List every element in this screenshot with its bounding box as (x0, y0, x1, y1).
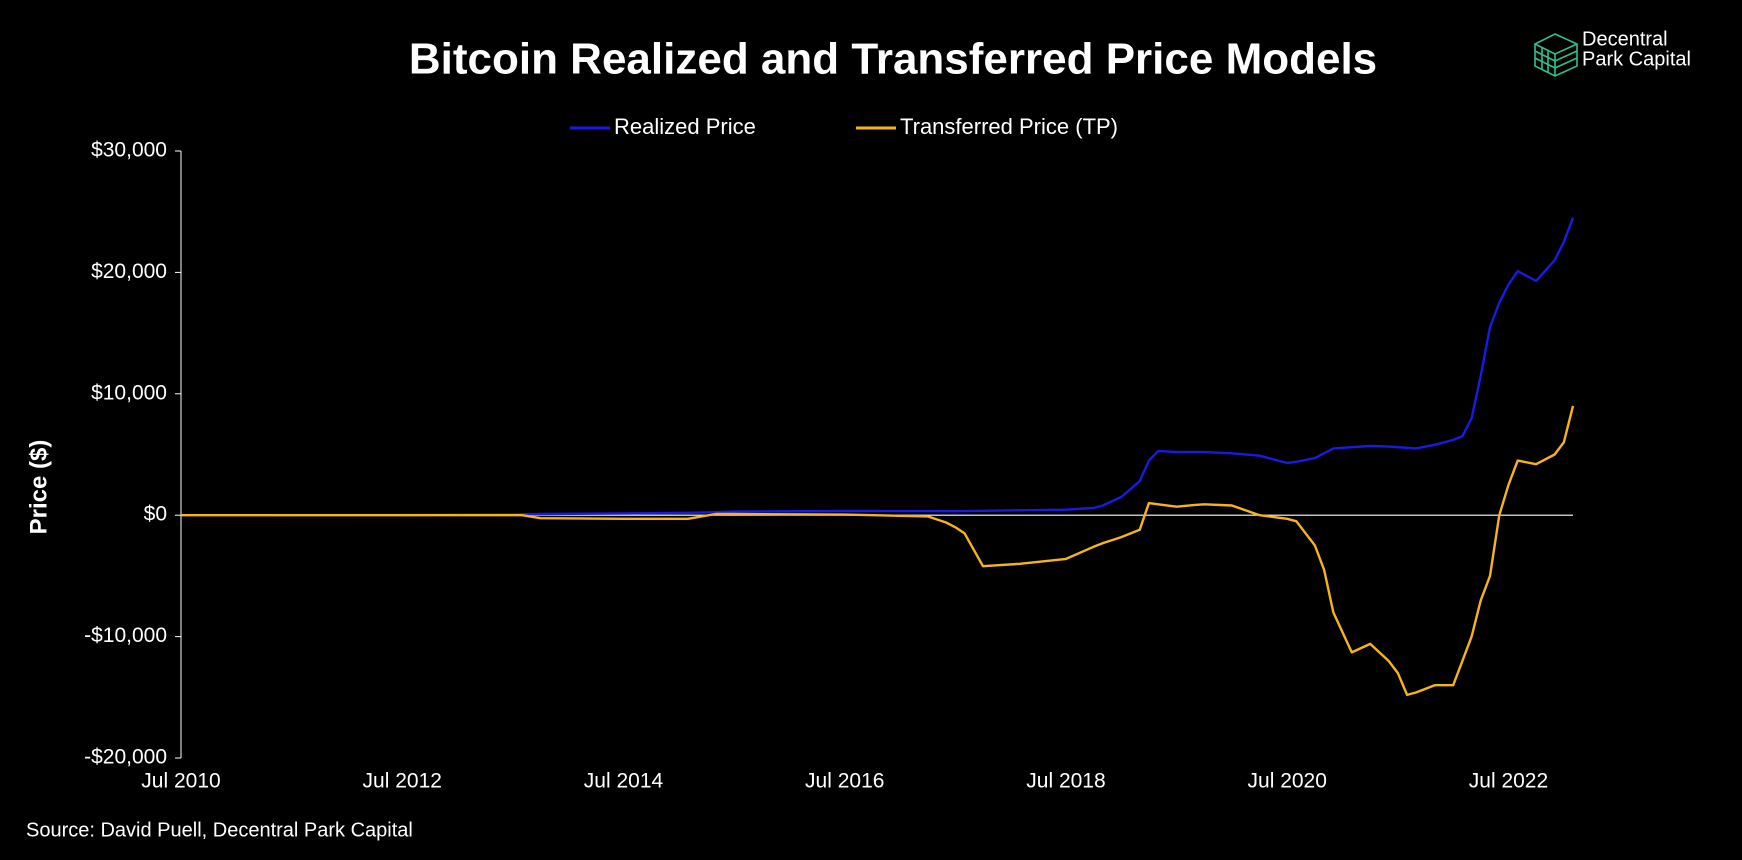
x-tick-label: Jul 2018 (1026, 770, 1105, 793)
y-tick-label: $20,000 (91, 260, 167, 283)
x-tick-label: Jul 2022 (1469, 770, 1548, 793)
series-line (180, 217, 1575, 517)
x-tick-label: Jul 2020 (1248, 770, 1327, 793)
logo-icon (1534, 33, 1578, 77)
x-tick-label: Jul 2016 (805, 770, 884, 793)
legend-label: Realized Price (614, 114, 756, 139)
legend-label: Transferred Price (TP) (900, 114, 1118, 139)
y-tick-label: $0 (144, 503, 167, 526)
y-axis-label: Price ($) (25, 440, 52, 535)
chart-title: Bitcoin Realized and Transferred Price M… (409, 35, 1377, 84)
x-tick-label: Jul 2014 (584, 770, 664, 793)
source-note: Source: David Puell, Decentral Park Capi… (26, 819, 413, 841)
y-tick-label: $10,000 (91, 381, 167, 404)
series-line (181, 405, 1575, 697)
brand-name: Park Capital (1582, 48, 1691, 70)
y-tick-label: $30,000 (91, 139, 167, 162)
x-tick-label: Jul 2012 (363, 770, 442, 793)
y-tick-label: -$10,000 (84, 624, 167, 647)
y-tick-label: -$20,000 (84, 746, 167, 769)
brand-name: Decentral (1582, 28, 1668, 50)
x-tick-label: Jul 2010 (141, 770, 220, 793)
